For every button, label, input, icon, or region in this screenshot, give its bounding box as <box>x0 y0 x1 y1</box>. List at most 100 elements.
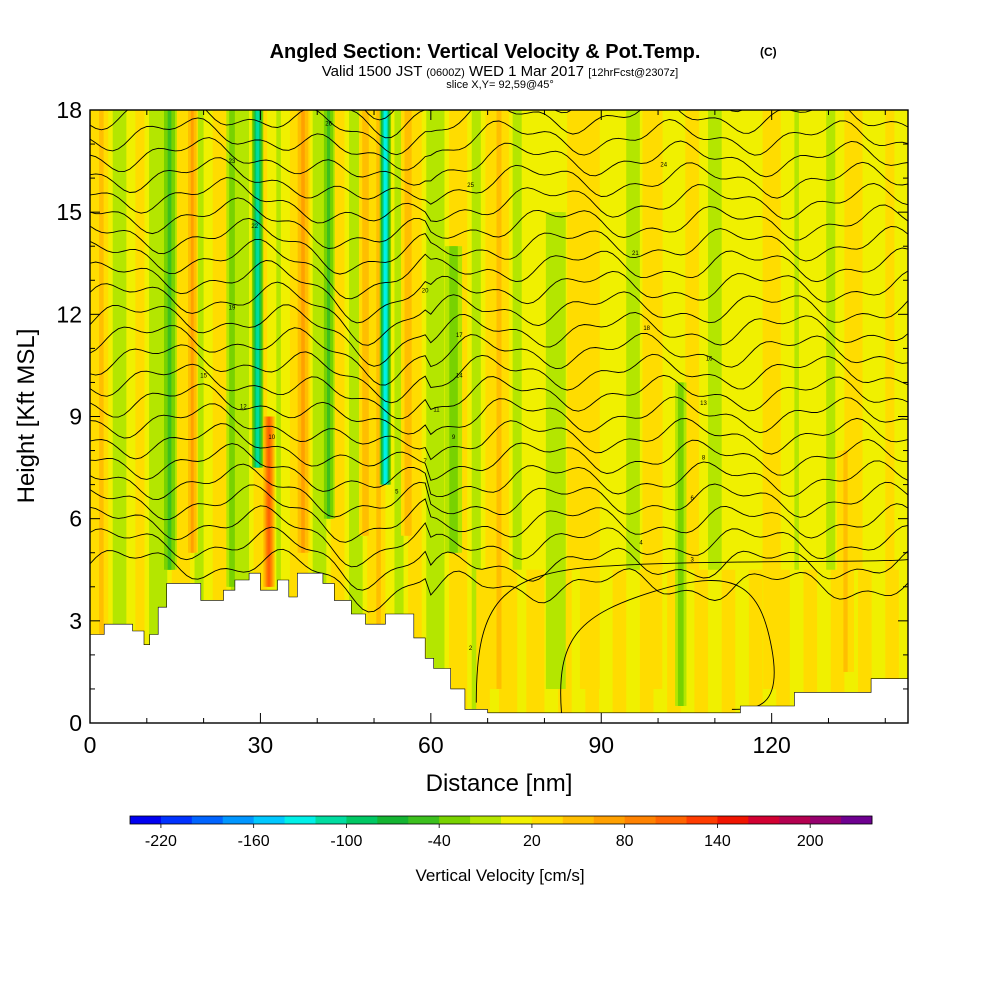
theta-contour <box>90 344 908 404</box>
theta-contour <box>90 325 908 386</box>
velocity-band-lower <box>885 569 891 723</box>
velocity-band-lower <box>689 569 696 723</box>
x-tick-label: 90 <box>588 732 614 758</box>
velocity-column <box>679 382 683 706</box>
colorbar-tick-label: -220 <box>145 833 177 850</box>
velocity-band <box>858 110 864 723</box>
velocity-band <box>139 110 146 723</box>
colorbar-swatch <box>748 816 780 824</box>
velocity-band <box>394 110 400 723</box>
velocity-column <box>587 110 593 689</box>
velocity-band-lower <box>703 569 709 723</box>
colorbar-swatch <box>717 816 749 824</box>
velocity-band-lower <box>698 569 705 723</box>
velocity-band <box>289 110 296 723</box>
velocity-band <box>694 110 700 723</box>
velocity-band-lower <box>598 569 605 723</box>
velocity-band <box>112 110 118 723</box>
velocity-column <box>230 110 234 587</box>
theta-contour <box>90 137 908 186</box>
velocity-band <box>698 110 705 723</box>
velocity-band <box>603 110 609 723</box>
theta-contour <box>90 238 908 300</box>
velocity-column <box>769 246 774 689</box>
x-tick-label: 0 <box>84 732 97 758</box>
velocity-band <box>335 110 341 723</box>
theta-contour <box>90 177 908 224</box>
theta-contour <box>90 423 908 481</box>
velocity-band-lower <box>871 569 877 723</box>
theta-contour-label: 8 <box>702 455 706 461</box>
velocity-band <box>717 110 723 723</box>
colorbar-swatch <box>284 816 316 824</box>
subtitle-date: WED 1 Mar 2017 <box>469 63 584 80</box>
chart-title: Angled Section: Vertical Velocity & Pot.… <box>270 41 701 63</box>
velocity-band <box>662 110 668 723</box>
velocity-band <box>480 110 486 723</box>
theta-contour <box>90 363 908 420</box>
velocity-band-lower <box>758 569 764 723</box>
velocity-band-lower <box>617 569 623 723</box>
velocity-band-lower <box>530 569 536 723</box>
theta-contour-label: 12 <box>240 404 247 410</box>
velocity-band-lower <box>567 569 573 723</box>
velocity-band-lower <box>812 569 818 723</box>
theta-contour <box>90 304 908 367</box>
velocity-band <box>867 110 873 723</box>
velocity-column <box>649 110 655 689</box>
chart-title-unit: (C) <box>760 45 777 59</box>
velocity-band <box>608 110 614 723</box>
velocity-band-lower <box>889 569 895 723</box>
colorbar-swatch <box>624 816 656 824</box>
velocity-column <box>267 416 271 587</box>
velocity-band <box>798 110 805 723</box>
velocity-band <box>508 110 514 723</box>
colorbar-swatch <box>222 816 255 824</box>
velocity-band <box>598 110 605 723</box>
velocity-band <box>576 110 582 723</box>
velocity-band <box>130 110 137 723</box>
velocity-band <box>353 110 359 723</box>
velocity-band <box>739 110 745 723</box>
velocity-band <box>844 110 850 723</box>
velocity-band-lower <box>730 569 736 723</box>
colorbar-swatch <box>377 816 409 824</box>
velocity-band <box>517 110 523 723</box>
velocity-band <box>785 110 791 723</box>
velocity-band <box>462 110 468 723</box>
theta-contour <box>90 403 908 461</box>
colorbar-swatch <box>841 816 873 824</box>
velocity-band <box>821 110 827 723</box>
velocity-band <box>685 110 691 723</box>
velocity-band <box>853 110 859 723</box>
velocity-band <box>421 110 427 723</box>
velocity-band <box>221 110 227 723</box>
velocity-band <box>744 110 750 723</box>
velocity-band-lower <box>603 569 609 723</box>
colorbar-tick-label: -40 <box>428 833 451 850</box>
velocity-band <box>803 110 809 723</box>
chart-subtitle: Valid 1500 JST (0600Z) WED 1 Mar 2017 [1… <box>322 63 678 80</box>
theta-contour-label: 3 <box>690 558 694 564</box>
velocity-column <box>406 110 410 536</box>
velocity-band <box>712 110 718 723</box>
velocity-band <box>817 110 823 723</box>
velocity-column <box>301 110 305 553</box>
colorbar-swatch <box>531 816 564 824</box>
terrain-mask <box>90 572 908 723</box>
velocity-band-lower <box>671 569 677 723</box>
velocity-band <box>285 110 291 723</box>
colorbar-label: Vertical Velocity [cm/s] <box>415 866 584 885</box>
velocity-band-lower <box>521 569 527 723</box>
subtitle-forecast: [12hrFcst@2307z] <box>588 67 678 79</box>
y-tick-label: 0 <box>69 710 82 736</box>
velocity-band-lower <box>803 569 809 723</box>
colorbar-swatch <box>562 816 595 824</box>
y-tick-label: 18 <box>56 97 82 123</box>
velocity-band-lower <box>480 569 486 723</box>
velocity-band <box>180 110 187 723</box>
theta-contour <box>90 484 908 543</box>
y-tick-label: 15 <box>56 199 82 225</box>
subtitle-valid: Valid 1500 JST <box>322 63 422 80</box>
